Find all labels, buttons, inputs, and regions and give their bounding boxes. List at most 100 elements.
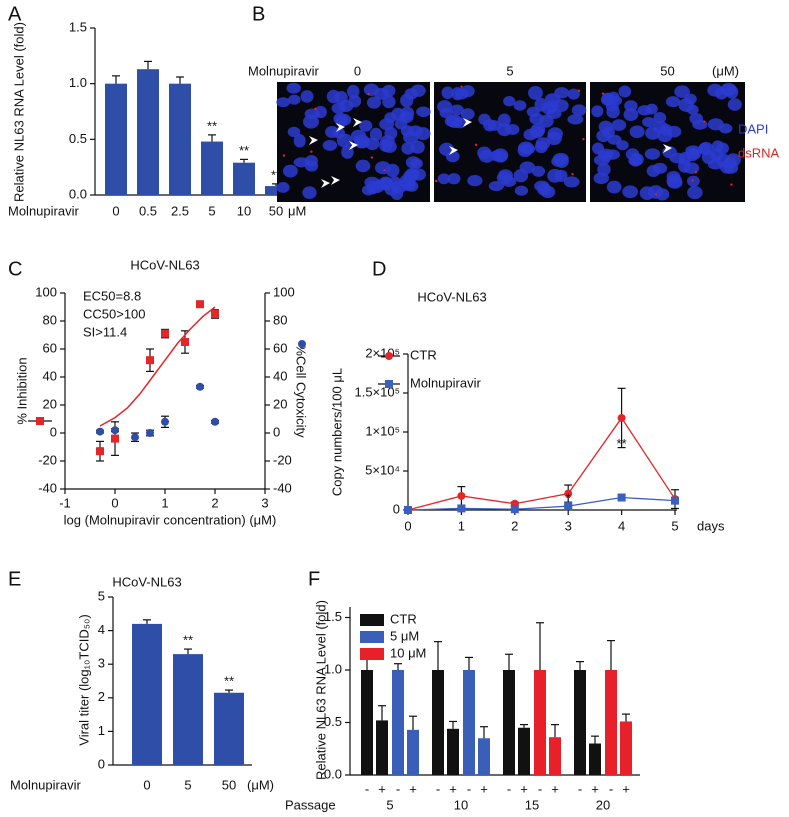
sign-label: + [409, 781, 417, 796]
nucleus [439, 142, 455, 156]
nucleus [359, 120, 373, 132]
nucleus [642, 117, 656, 128]
sign-label: - [507, 781, 511, 796]
dsrna-spot [367, 92, 370, 96]
y-tick-label: 0 [98, 756, 105, 771]
bar [214, 692, 244, 765]
arrowhead [353, 118, 362, 127]
dsrna-spot [460, 85, 463, 88]
panel-label: E [8, 568, 21, 590]
dsrna-spot [601, 92, 605, 95]
nucleus [537, 183, 552, 196]
y-tick-label: 2×10⁵ [365, 345, 400, 360]
y-tick-label: 1.5×10⁵ [354, 384, 400, 399]
y-tick-label: 0.5 [69, 131, 87, 146]
nucleus [685, 147, 700, 162]
sign-label: + [551, 781, 559, 796]
nucleus [302, 186, 317, 199]
nucleus [410, 84, 426, 97]
y2-axis-label: %Cell Cytoxicity [294, 344, 309, 438]
arrowhead [336, 123, 345, 132]
sign-label: + [520, 781, 528, 796]
group-label: 20 [596, 797, 610, 812]
sign-label: + [449, 781, 457, 796]
bar [137, 69, 159, 195]
y-axis-label: Relative NL63 RNA Level (fold) [313, 600, 328, 780]
nucleus [629, 125, 645, 139]
dsrna-spot [310, 150, 313, 153]
marker [564, 502, 573, 511]
nucleus [593, 172, 610, 185]
marker [211, 417, 219, 426]
y-tick-label: 3 [98, 656, 105, 671]
legend-label: CTR [390, 611, 417, 626]
x-axis-label: days [697, 518, 725, 533]
bar [105, 83, 127, 195]
nucleus [567, 88, 580, 100]
marker [211, 310, 219, 318]
nucleus [725, 85, 739, 99]
y-tick-label: 5 [98, 588, 105, 603]
nucleus [686, 104, 699, 115]
y-tick-label: 80 [43, 312, 57, 327]
bar [447, 728, 459, 775]
fit-curve [99, 306, 216, 427]
significance: ** [183, 633, 193, 648]
nucleus [287, 126, 301, 138]
dsrna-spot [577, 89, 581, 92]
nucleus [366, 96, 381, 109]
sign-label: - [365, 781, 369, 796]
sign-label: + [480, 781, 488, 796]
nucleus [528, 85, 543, 100]
marker [146, 356, 154, 365]
nucleus [439, 107, 453, 119]
sign-label: - [436, 781, 440, 796]
y-tick-label: 20 [43, 396, 57, 411]
bar [478, 738, 490, 775]
y-tick-label: 1×10⁵ [365, 423, 400, 438]
nucleus [598, 120, 613, 133]
dsrna-spot [383, 168, 386, 172]
dsrna-spot [474, 143, 478, 147]
nucleus [447, 173, 461, 185]
nucleus [496, 171, 513, 185]
nucleus [415, 127, 431, 141]
nucleus [571, 104, 587, 117]
legend-swatch [360, 614, 384, 626]
marker [111, 426, 119, 435]
nucleus [618, 85, 632, 98]
marker [671, 496, 679, 505]
y-tick-label: 0 [393, 501, 400, 516]
sign-label: - [578, 781, 582, 796]
significance: ** [239, 143, 249, 158]
y-tick-label: 4 [98, 622, 105, 637]
nucleus [523, 128, 538, 141]
group-label: 10 [454, 797, 468, 812]
nucleus [531, 165, 546, 177]
x-tick-label: 4 [618, 518, 625, 533]
nucleus [286, 82, 301, 94]
panel-label: B [252, 3, 265, 25]
bar [518, 727, 530, 775]
condition-label: 50 [660, 63, 674, 78]
nucleus [714, 87, 728, 100]
nucleus [652, 120, 668, 134]
bar [173, 654, 203, 765]
y-tick-label: 0.0 [324, 766, 342, 781]
nucleus [653, 111, 667, 124]
x-tick-label: 10 [237, 203, 251, 218]
nucleus [490, 150, 503, 162]
nucleus [553, 99, 569, 112]
dsrna-spot [582, 137, 585, 141]
x-tick-label: 1 [458, 518, 465, 533]
nucleus [727, 98, 742, 111]
marker [181, 338, 189, 346]
y-tick-label: 60 [43, 340, 57, 355]
x-tick-label: 50 [269, 203, 283, 218]
nucleus [596, 129, 611, 143]
nucleus [382, 95, 396, 109]
bar [432, 670, 444, 775]
channel-label: DAPI [738, 121, 768, 136]
